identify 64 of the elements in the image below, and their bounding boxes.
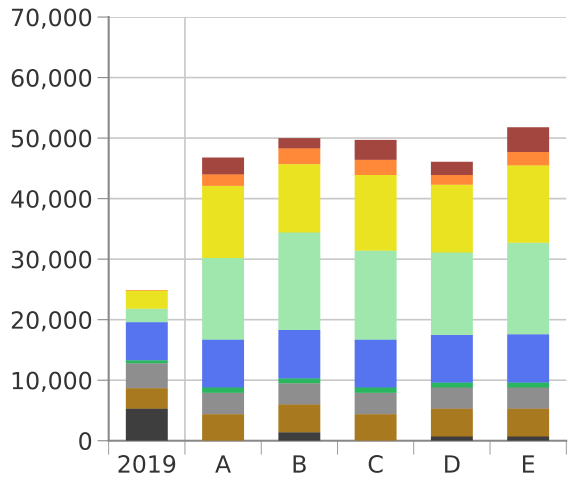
y-tick-label: 10,000 [12, 372, 92, 392]
y-tick-label: 50,000 [12, 130, 92, 150]
bar [126, 290, 168, 309]
bar [430, 387, 473, 409]
bar [354, 175, 397, 251]
x-tick-label: B [294, 455, 306, 473]
bar [507, 408, 550, 436]
bar [202, 186, 244, 258]
bar [202, 157, 244, 174]
x-tick-label: E [523, 455, 534, 473]
bar [354, 140, 397, 160]
bar [278, 330, 320, 378]
bar [202, 340, 244, 388]
bar [278, 404, 320, 432]
bar [354, 414, 397, 441]
bar [430, 175, 473, 185]
bar [126, 388, 168, 409]
bar [354, 387, 397, 393]
bar [202, 258, 244, 340]
bar [354, 392, 397, 414]
bar [430, 382, 473, 388]
bar [507, 127, 550, 152]
bar [507, 436, 550, 441]
bar [278, 138, 320, 148]
bar [354, 160, 397, 176]
bar [278, 232, 320, 330]
bar [202, 392, 244, 414]
bar [430, 436, 473, 441]
bar [354, 340, 397, 388]
bar [278, 378, 320, 384]
bar [430, 162, 473, 176]
bar [354, 250, 397, 340]
x-tick-label: A [215, 455, 231, 473]
bar [278, 164, 320, 233]
x-tick-label: 2019 [118, 455, 176, 473]
bar [507, 242, 550, 334]
y-tick-label: 20,000 [12, 311, 92, 332]
bar [126, 408, 168, 441]
bar [278, 432, 320, 441]
bar [126, 363, 168, 388]
bar [278, 148, 320, 164]
bar [430, 408, 473, 436]
bar [126, 308, 168, 322]
bar [507, 165, 550, 243]
bar [430, 334, 473, 383]
bar [202, 174, 244, 186]
x-tick-label: C [368, 455, 383, 473]
y-tick-label: 30,000 [12, 250, 92, 271]
bar [202, 414, 244, 441]
y-tick-label: 70,000 [12, 8, 92, 29]
bar [507, 334, 550, 383]
bar [507, 382, 550, 388]
bar [507, 387, 550, 409]
bar [126, 360, 168, 364]
y-tick-label: 60,000 [12, 69, 92, 90]
y-tick-label: 0 [79, 432, 92, 450]
bar [507, 152, 550, 166]
bar [126, 322, 168, 360]
bar [278, 383, 320, 404]
x-tick-label: D [445, 455, 460, 473]
bar [430, 184, 473, 252]
bar [430, 252, 473, 335]
y-tick-label: 40,000 [11, 190, 92, 210]
bar [202, 387, 244, 393]
